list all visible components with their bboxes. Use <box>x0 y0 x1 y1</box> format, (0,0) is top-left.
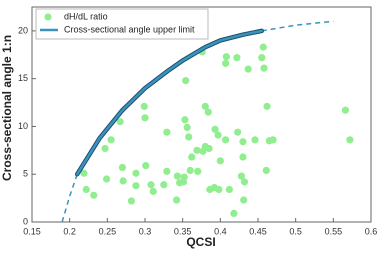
x-tick-label: 0.45 <box>249 226 267 236</box>
scatter-point <box>239 138 247 146</box>
scatter-point <box>132 169 140 177</box>
legend-marker <box>44 13 52 21</box>
scatter-point <box>127 197 136 205</box>
x-tick-label: 0.35 <box>174 226 192 236</box>
scatter-point <box>258 54 266 62</box>
x-axis-label: QCSI <box>186 235 215 249</box>
scatter-point <box>233 54 241 62</box>
scatter-point <box>147 181 155 189</box>
scatter-point <box>160 181 168 189</box>
line <box>75 29 264 176</box>
scatter-point <box>260 64 268 72</box>
scatter-point <box>214 131 222 139</box>
scatter-point <box>80 169 88 177</box>
y-tick-label: 10 <box>18 121 28 131</box>
scatter-point <box>173 172 181 180</box>
scatter-point <box>269 136 277 144</box>
scatter-point <box>204 108 212 116</box>
x-tick-label: 0.15 <box>23 226 41 236</box>
scatter-point <box>215 185 223 194</box>
scatter-point <box>181 116 189 124</box>
scatter-point <box>119 177 127 185</box>
x-tick-label: 0.6 <box>365 226 378 236</box>
scatter-point <box>222 59 230 67</box>
scatter-point <box>193 146 201 154</box>
legend-label: Cross-sectional angle upper limit <box>64 24 195 34</box>
scatter-point <box>163 167 171 175</box>
scatter-point <box>118 163 126 172</box>
legend-box <box>35 8 209 40</box>
scatter-point <box>237 172 246 180</box>
scatter-point <box>251 136 259 144</box>
scatter-point <box>211 125 219 133</box>
scatter-point <box>142 162 150 170</box>
scatter-point <box>185 133 193 141</box>
scatter-point <box>244 65 252 73</box>
scatter-point <box>141 114 149 122</box>
scatter-point <box>239 153 247 161</box>
scatter-point <box>194 167 202 175</box>
scatter-point <box>346 136 354 144</box>
scatter-point <box>82 185 90 194</box>
scatter-point <box>90 191 98 199</box>
x-tick-label: 0.4 <box>214 226 227 236</box>
scatter-point <box>116 118 124 126</box>
scatter-point <box>132 182 140 190</box>
scatter-point <box>102 175 111 183</box>
extrapolated-line <box>261 20 334 32</box>
scatter-point <box>240 196 248 204</box>
y-tick-label: 15 <box>18 73 28 83</box>
scatter-point <box>341 106 349 114</box>
scatter-point <box>201 102 209 110</box>
scatter-point <box>173 196 181 204</box>
x-tick-label: 0.5 <box>289 226 302 236</box>
y-tick-label: 0 <box>23 216 28 226</box>
scatter-point <box>263 102 271 110</box>
scatter-point <box>230 209 238 217</box>
y-tick-label: 20 <box>18 25 28 35</box>
scatter-point <box>101 144 109 153</box>
plot-area <box>31 6 372 223</box>
scatter-point <box>222 136 230 144</box>
scatter-point <box>149 187 157 196</box>
scatter-point <box>163 128 171 136</box>
scatter-point <box>262 166 270 174</box>
scatter-point <box>222 53 230 61</box>
scatter-point <box>259 43 267 51</box>
scatter-point <box>182 76 190 85</box>
plot-layer <box>61 20 354 222</box>
scatter-point <box>240 178 249 186</box>
scatter-point <box>107 136 115 144</box>
scatter-point <box>216 157 224 165</box>
x-tick-label: 0.25 <box>99 226 117 236</box>
x-tick-label: 0.3 <box>139 226 152 236</box>
y-axis-label: Cross-sectional angle 1:n <box>0 35 14 181</box>
x-tick-label: 0.55 <box>325 226 343 236</box>
scatter-point <box>140 102 148 110</box>
x-tick-label: 0.2 <box>63 226 76 236</box>
scatter-point <box>225 185 233 194</box>
scatter-point <box>188 153 196 161</box>
scatter-point <box>183 123 191 131</box>
y-tick-label: 5 <box>23 169 28 179</box>
scatter-point <box>205 144 213 153</box>
scatter-point <box>234 128 242 136</box>
scatter-point <box>186 166 194 174</box>
scatter-point <box>180 173 188 181</box>
legend-label: dH/dL ratio <box>64 11 108 21</box>
